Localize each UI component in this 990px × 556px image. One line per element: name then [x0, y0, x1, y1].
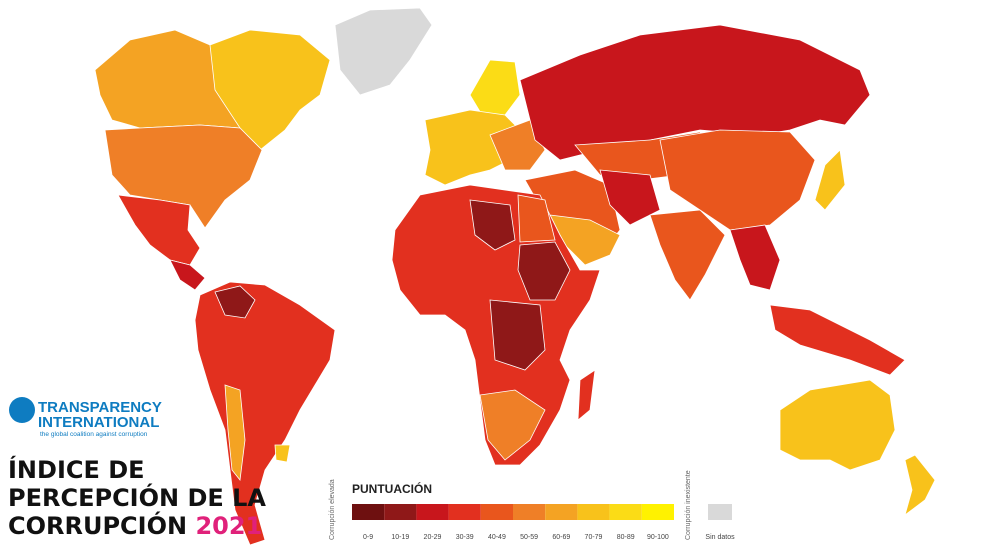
- legend-swatch: [352, 504, 385, 520]
- logo-name: TRANSPARENCY: [38, 399, 162, 416]
- legend-low-label: Corrupción elevada: [329, 479, 336, 540]
- legend-swatch: [641, 504, 674, 520]
- legend-label: 20-29: [424, 534, 442, 541]
- legend-high-label: Corrupción inexistente: [685, 470, 692, 540]
- legend: PUNTUACIÓN Corrupción elevada Corrupción…: [329, 470, 735, 541]
- title-line: PERCEPCIÓN DE LA: [8, 482, 266, 512]
- legend-label: 10-19: [391, 534, 409, 541]
- legend-swatch: [448, 504, 481, 520]
- legend-swatch: [480, 504, 513, 520]
- logo-icon: [9, 397, 35, 423]
- title: ÍNDICE DE PERCEPCIÓN DE LA CORRUPCIÓN 20…: [8, 455, 266, 540]
- logo-name: INTERNATIONAL: [38, 414, 159, 431]
- legend-label: Sin datos: [705, 534, 735, 541]
- legend-label: 0-9: [363, 534, 373, 541]
- legend-label: 70-79: [585, 534, 603, 541]
- legend-swatch: [384, 504, 417, 520]
- logo: TRANSPARENCY INTERNATIONAL the global co…: [9, 397, 162, 438]
- title-line: CORRUPCIÓN: [8, 510, 187, 540]
- legend-label: 60-69: [552, 534, 570, 541]
- legend-label: 50-59: [520, 534, 538, 541]
- title-line: ÍNDICE DE: [8, 455, 145, 484]
- legend-title: PUNTUACIÓN: [352, 481, 432, 496]
- legend-swatch: [708, 504, 732, 520]
- legend-label: 90-100: [647, 534, 669, 541]
- logo-tagline: the global coalition against corruption: [40, 431, 148, 438]
- title-year: 2021: [195, 512, 262, 540]
- legend-label: 80-89: [617, 534, 635, 541]
- legend-swatch: [416, 504, 449, 520]
- world-map: [94, 7, 936, 546]
- title-line: CORRUPCIÓN 2021: [8, 510, 262, 540]
- legend-label: 40-49: [488, 534, 506, 541]
- legend-swatch: [577, 504, 610, 520]
- legend-label: 30-39: [456, 534, 474, 541]
- legend-swatch: [513, 504, 546, 520]
- legend-swatch: [545, 504, 578, 520]
- legend-swatch: [609, 504, 642, 520]
